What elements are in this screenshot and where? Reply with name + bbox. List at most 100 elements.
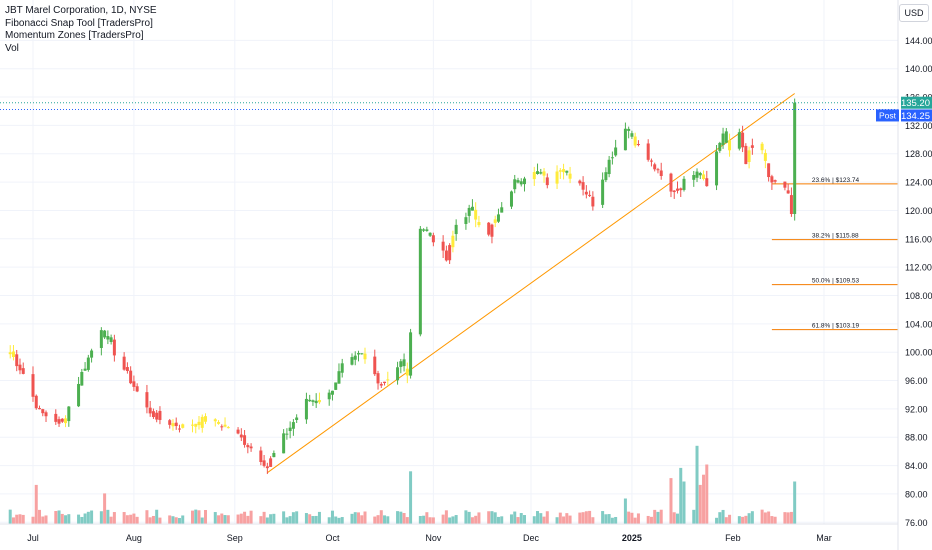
candle-body <box>474 209 478 220</box>
candle-body <box>425 229 429 231</box>
volume-bar <box>591 517 595 524</box>
candle-body <box>630 133 634 137</box>
volume-bar <box>630 512 634 524</box>
candle-body <box>194 423 198 427</box>
volume-bar <box>34 484 38 524</box>
volume-bar <box>692 509 696 524</box>
volume-bar <box>519 513 523 524</box>
volume-bar <box>340 517 344 524</box>
volume-bar <box>474 515 478 524</box>
candle-body <box>204 416 208 422</box>
volume-bar <box>477 512 481 524</box>
candle-body <box>363 353 367 360</box>
currency-button[interactable]: USD <box>899 4 929 22</box>
candle-body <box>500 207 504 213</box>
indicator-fibonacci[interactable]: Fibonacci Snap Tool [TradersPro] <box>5 17 153 29</box>
volume-bar <box>249 510 253 524</box>
volume-bar <box>236 514 240 524</box>
volume-bar <box>282 511 286 524</box>
volume-bar <box>767 511 771 524</box>
volume-bar <box>773 516 777 524</box>
post-price-label: 134.25 <box>901 111 930 122</box>
volume-bar <box>409 471 413 524</box>
volume-bars <box>8 445 797 524</box>
candle-body <box>317 399 321 403</box>
volume-bar <box>614 516 618 524</box>
volume-bar <box>350 513 354 524</box>
candle-body <box>487 222 491 235</box>
volume-bar <box>487 511 491 524</box>
volume-bar <box>122 512 126 524</box>
candle-body <box>259 450 263 462</box>
volume-bar <box>496 516 500 524</box>
volume-bar <box>441 514 445 524</box>
volume-bar <box>783 512 787 524</box>
candle-body <box>409 332 413 376</box>
fib-level-label: 38.2% | $115.88 <box>812 233 859 240</box>
candle-body <box>789 195 793 215</box>
candle-body <box>656 169 660 171</box>
volume-bar <box>536 511 540 524</box>
candle-body <box>383 381 387 384</box>
indicator-volume[interactable]: Vol <box>5 42 19 54</box>
candle-body <box>682 178 686 190</box>
candle-body <box>330 390 334 395</box>
candle-body <box>718 142 722 151</box>
volume-bar <box>578 512 582 524</box>
volume-bar <box>695 445 699 524</box>
candle-body <box>109 337 113 342</box>
volume-bar <box>239 513 243 524</box>
volume-bar <box>724 517 728 524</box>
symbol-title[interactable]: JBT Marel Corporation, 1D, NYSE <box>5 5 157 16</box>
volume-bar <box>444 510 448 524</box>
volume-bar <box>60 513 64 524</box>
candle-body <box>705 178 709 187</box>
volume-bar <box>428 517 432 524</box>
y-tick-label: 80.00 <box>905 489 928 499</box>
volume-bar <box>31 516 35 524</box>
volume-bar <box>21 514 25 524</box>
volume-bar <box>789 511 793 524</box>
volume-bar <box>353 512 357 524</box>
volume-bar <box>171 516 175 524</box>
candle-body <box>747 150 751 162</box>
volume-bar <box>750 511 754 524</box>
volume-bar <box>314 515 318 524</box>
candle-body <box>793 102 797 214</box>
candle-body <box>269 458 273 467</box>
volume-bar <box>588 510 592 524</box>
y-tick-label: 128.00 <box>905 149 932 159</box>
x-tick-label: 2025 <box>622 533 642 543</box>
candle-body <box>496 214 500 222</box>
fib-level-label: 23.6% | $123.74 <box>812 177 860 184</box>
candle-body <box>441 241 445 251</box>
candle-body <box>31 374 35 397</box>
candle-body <box>422 229 426 231</box>
volume-bar <box>636 513 640 524</box>
indicator-momentum-zones[interactable]: Momentum Zones [TradersPro] <box>5 30 144 41</box>
candle-body <box>226 427 230 429</box>
volume-bar <box>532 516 536 524</box>
volume-bar <box>760 509 764 524</box>
y-tick-label: 104.00 <box>905 319 932 329</box>
candle-body <box>220 426 224 428</box>
candle-body <box>80 371 84 386</box>
y-tick-label: 108.00 <box>905 291 932 301</box>
volume-bar <box>86 511 90 524</box>
volume-bar <box>64 515 68 524</box>
candle-body <box>236 429 240 434</box>
candle-body <box>122 356 126 370</box>
candle-body <box>44 412 48 417</box>
candle-body <box>588 194 592 196</box>
candle-body <box>513 179 517 190</box>
volume-bar <box>672 512 676 524</box>
candle-body <box>168 420 172 425</box>
volume-bar <box>217 515 221 524</box>
candle-body <box>334 382 338 390</box>
candle-body <box>21 368 25 374</box>
candle-body <box>737 132 741 149</box>
candle-body <box>405 368 409 376</box>
y-tick-label: 112.00 <box>905 263 932 273</box>
candle-body <box>197 421 201 426</box>
